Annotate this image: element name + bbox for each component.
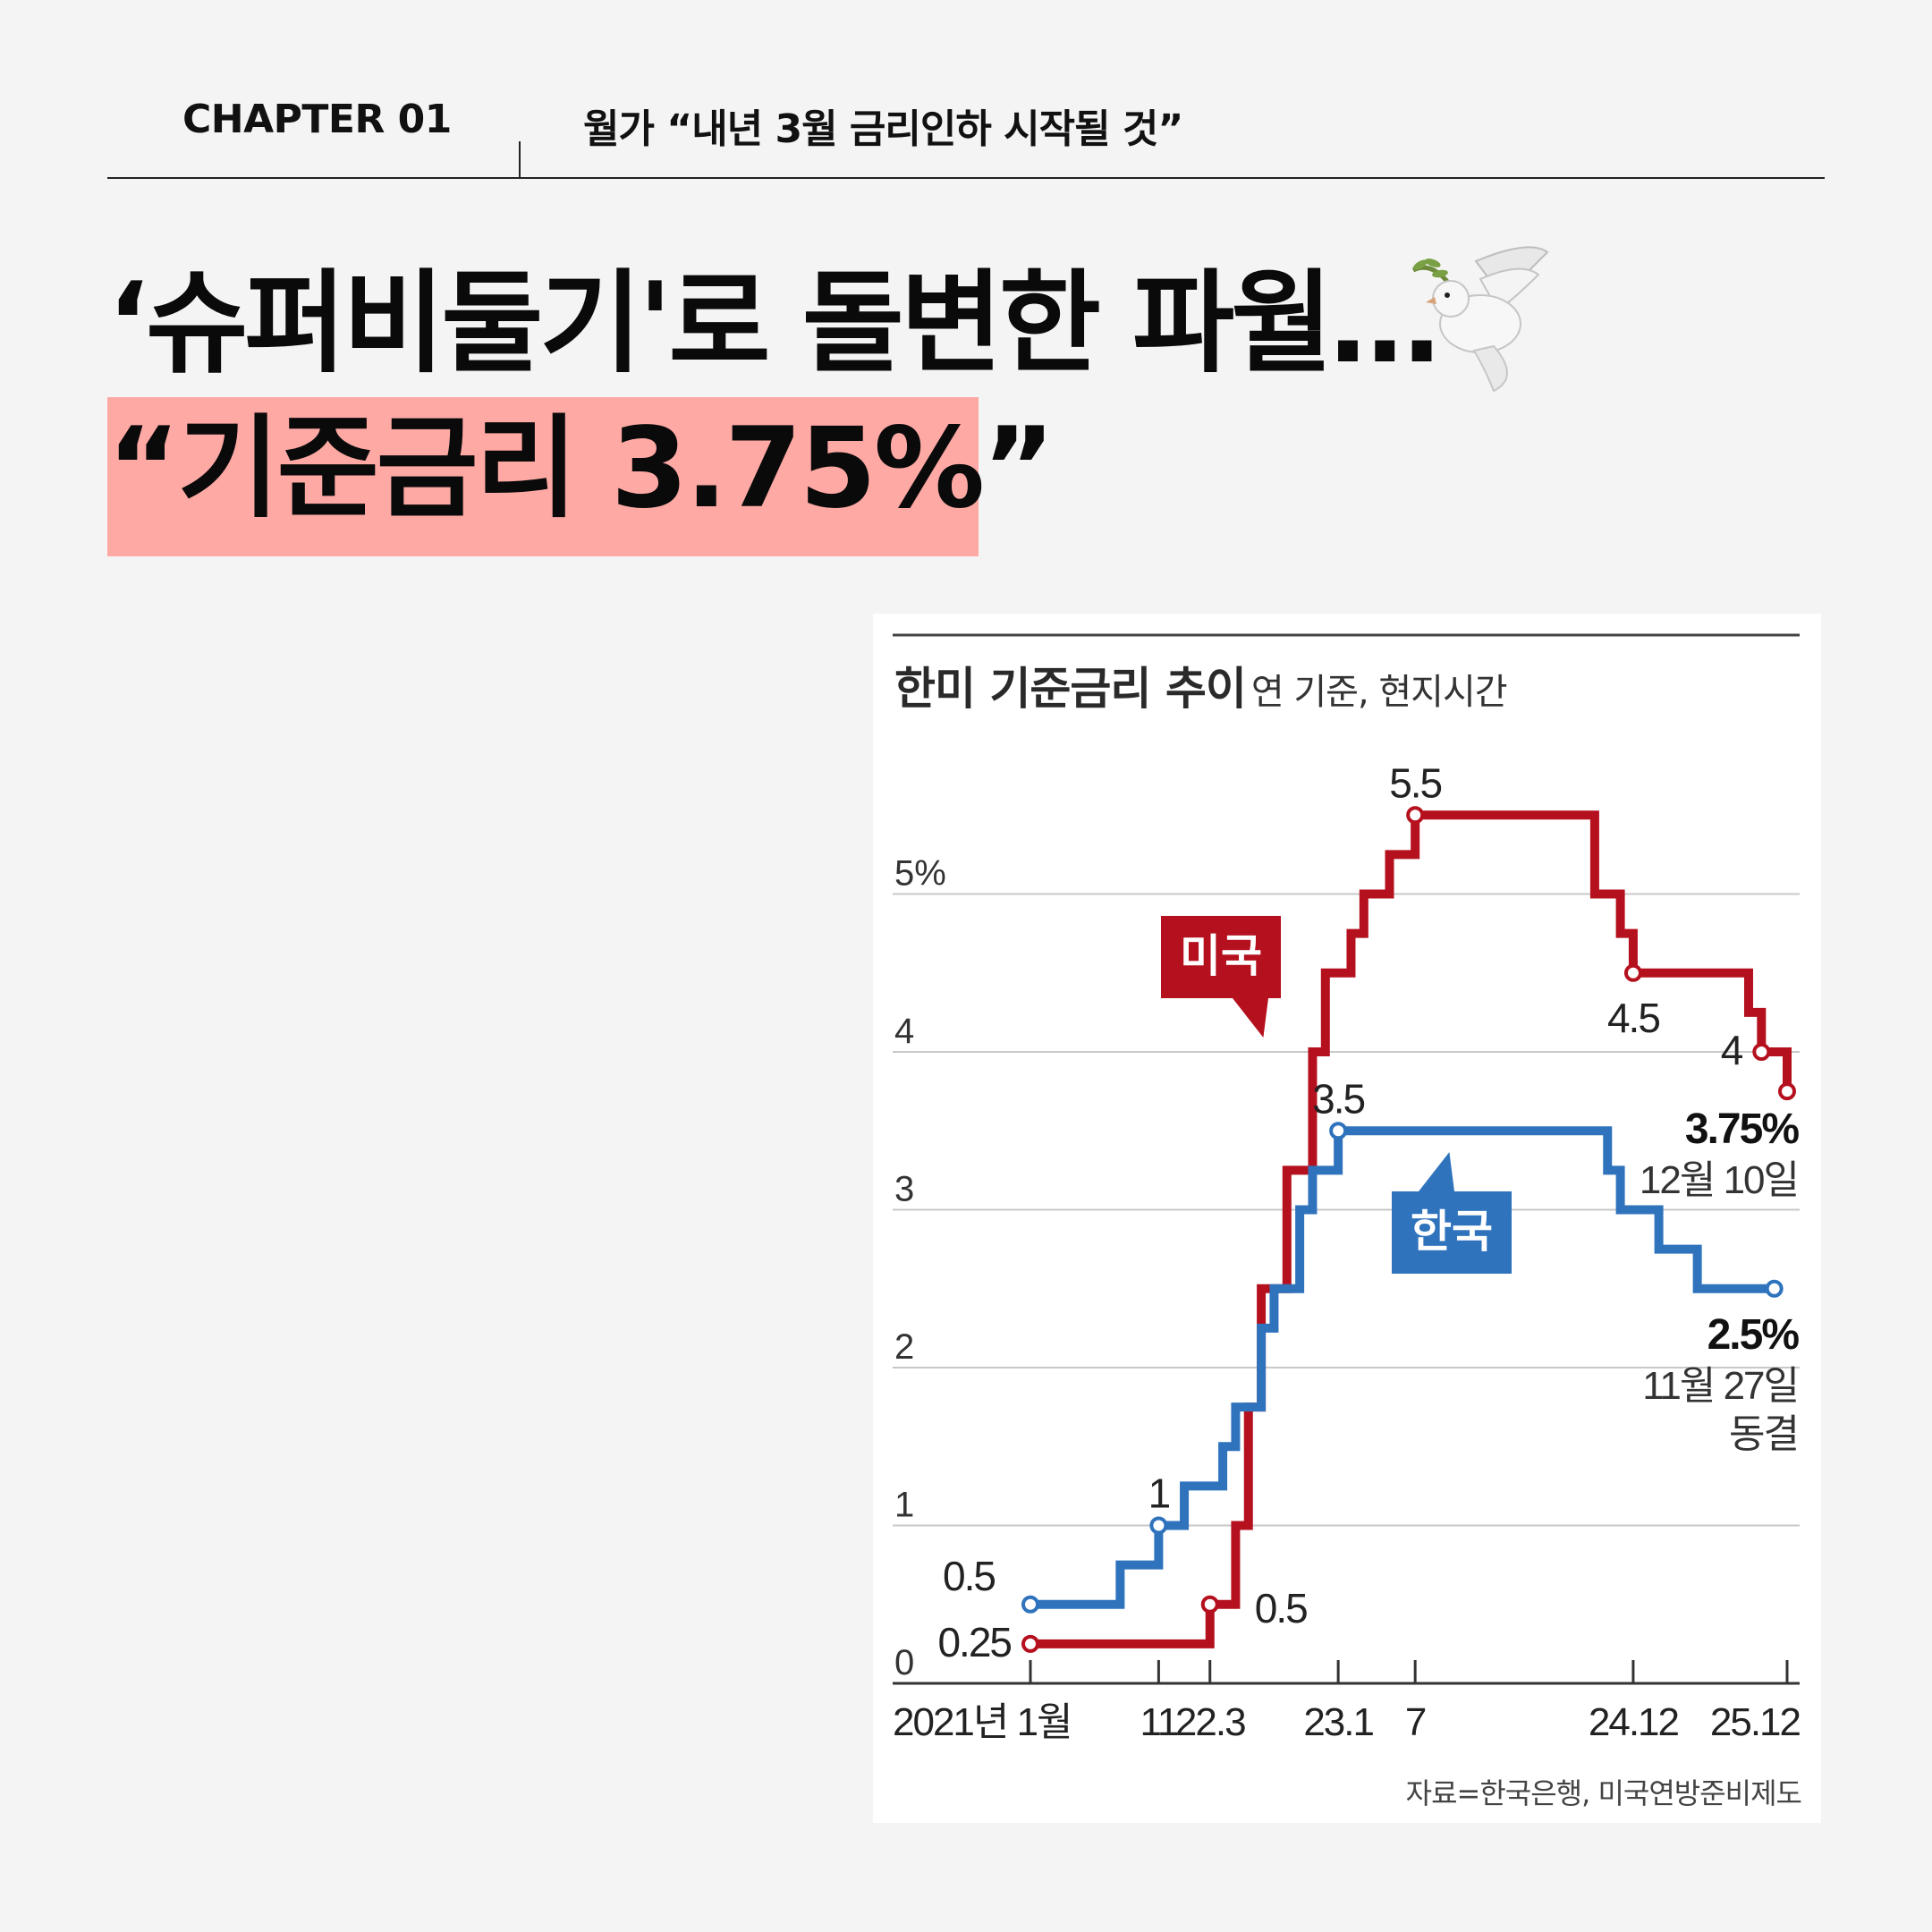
rate-label: 4.5 <box>1607 995 1659 1041</box>
y-tick-label: 5% <box>894 854 946 894</box>
headline-line-2: “기준금리 3.75%” <box>107 404 1055 533</box>
korea-latest-note: 동결 <box>1729 1412 1798 1456</box>
rate-label: 0.5 <box>943 1553 995 1599</box>
chapter-label: CHAPTER 01 <box>182 97 452 142</box>
x-tick-label: 24.12 <box>1589 1700 1679 1744</box>
x-tick-label: 22.3 <box>1175 1700 1245 1744</box>
rate-marker <box>1021 1595 1039 1614</box>
korea-latest-date: 11월 27일 <box>1642 1364 1798 1408</box>
rate-marker <box>1752 1043 1771 1061</box>
headline-line-1: ‘슈퍼비둘기'로 돌변한 파월… <box>107 259 1440 388</box>
x-tick-label: 25.12 <box>1710 1700 1801 1744</box>
rate-marker <box>1623 963 1642 982</box>
y-tick-label: 0 <box>894 1643 914 1682</box>
chart-title: 한미 기준금리 추이 연 기준, 현지시간 <box>894 653 1508 717</box>
us-latest-date: 12월 10일 <box>1640 1158 1798 1202</box>
rate-label: 1 <box>1148 1470 1170 1517</box>
rate-label: 0.5 <box>1255 1585 1307 1631</box>
x-tick-label: 2021년 1월 <box>893 1700 1072 1744</box>
rate-marker <box>1329 1122 1348 1140</box>
y-tick-label: 1 <box>894 1486 914 1525</box>
korea-rate-line <box>1030 1126 1775 1609</box>
headline-highlight <box>107 397 979 556</box>
x-tick-label: 23.1 <box>1303 1700 1373 1744</box>
chart-source: 자료=한국은행, 미국연방준비제도 <box>1405 1776 1802 1810</box>
korea-series-tag: 한국 <box>1392 1191 1512 1274</box>
rate-label: 0.25 <box>937 1619 1011 1665</box>
rate-marker <box>1406 806 1425 825</box>
y-tick-label: 3 <box>894 1170 914 1209</box>
chart-card: 0 1 2 3 4 5% 2021년 1월 11 22.3 23.1 7 24.12 25.12 0.25… <box>873 614 1821 1823</box>
rate-label: 5.5 <box>1389 759 1441 806</box>
korea-latest-value: 2.5% <box>1707 1311 1800 1359</box>
x-tick-label: 7 <box>1405 1700 1426 1744</box>
header-rule <box>107 177 1825 179</box>
rate-marker <box>1778 1082 1796 1101</box>
header-divider-tick <box>519 141 521 179</box>
x-tick-label: 11 <box>1140 1700 1178 1744</box>
us-rate-line <box>1030 810 1792 1648</box>
dove-icon <box>1411 246 1549 393</box>
chart-title-text: 한미 기준금리 추이 <box>894 663 1247 715</box>
y-tick-label: 4 <box>894 1012 914 1051</box>
chapter-subtitle: 월가 “내년 3월 금리인하 시작될 것” <box>583 106 1183 152</box>
y-tick-label: 2 <box>894 1327 914 1367</box>
us-series-tag: 미국 <box>1161 916 1281 998</box>
rate-marker <box>1200 1595 1219 1614</box>
chart-subtitle: 연 기준, 현지시간 <box>1250 672 1508 713</box>
rate-label: 4 <box>1721 1027 1743 1073</box>
rate-marker <box>1765 1279 1784 1298</box>
rate-marker <box>1149 1516 1168 1535</box>
us-latest-value: 3.75% <box>1685 1106 1799 1153</box>
rate-label: 3.5 <box>1312 1075 1364 1122</box>
rate-marker <box>1021 1634 1039 1653</box>
